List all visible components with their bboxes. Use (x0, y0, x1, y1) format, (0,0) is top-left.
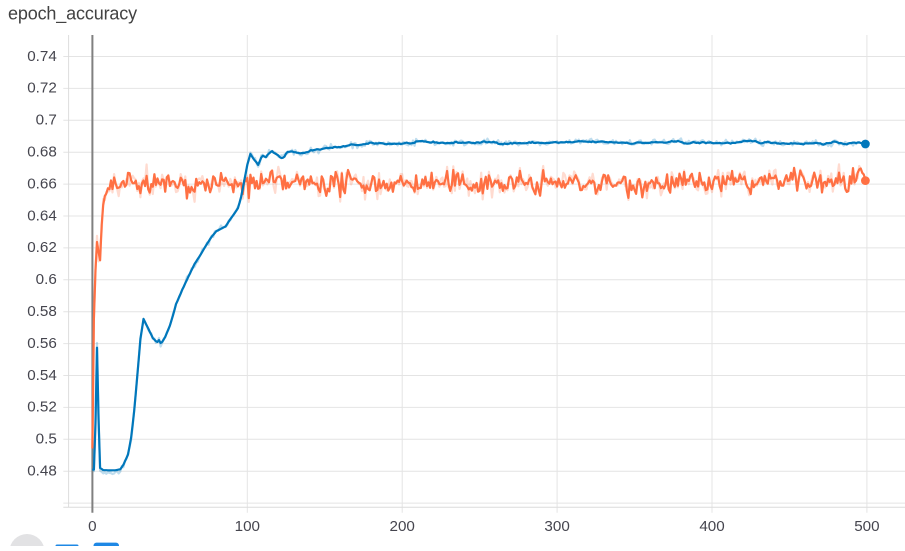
svg-text:0.62: 0.62 (27, 239, 57, 256)
svg-text:0.72: 0.72 (27, 80, 57, 97)
svg-text:0.58: 0.58 (27, 303, 57, 320)
svg-text:100: 100 (235, 518, 260, 535)
svg-text:300: 300 (544, 518, 569, 535)
svg-text:0.74: 0.74 (27, 48, 57, 65)
svg-text:0.68: 0.68 (27, 144, 57, 161)
svg-text:0.5: 0.5 (36, 431, 57, 448)
svg-text:500: 500 (854, 518, 879, 535)
svg-text:0.48: 0.48 (27, 463, 57, 480)
svg-text:0.56: 0.56 (27, 335, 57, 352)
svg-text:400: 400 (699, 518, 724, 535)
svg-text:0: 0 (88, 518, 96, 535)
svg-text:0.64: 0.64 (27, 207, 57, 224)
svg-text:0.66: 0.66 (27, 175, 57, 192)
svg-text:0.52: 0.52 (27, 399, 57, 416)
svg-text:200: 200 (390, 518, 415, 535)
svg-text:epoch_accuracy: epoch_accuracy (8, 4, 137, 25)
svg-text:0.6: 0.6 (36, 271, 57, 288)
svg-text:0.7: 0.7 (36, 112, 57, 129)
svg-text:0.54: 0.54 (27, 367, 57, 384)
